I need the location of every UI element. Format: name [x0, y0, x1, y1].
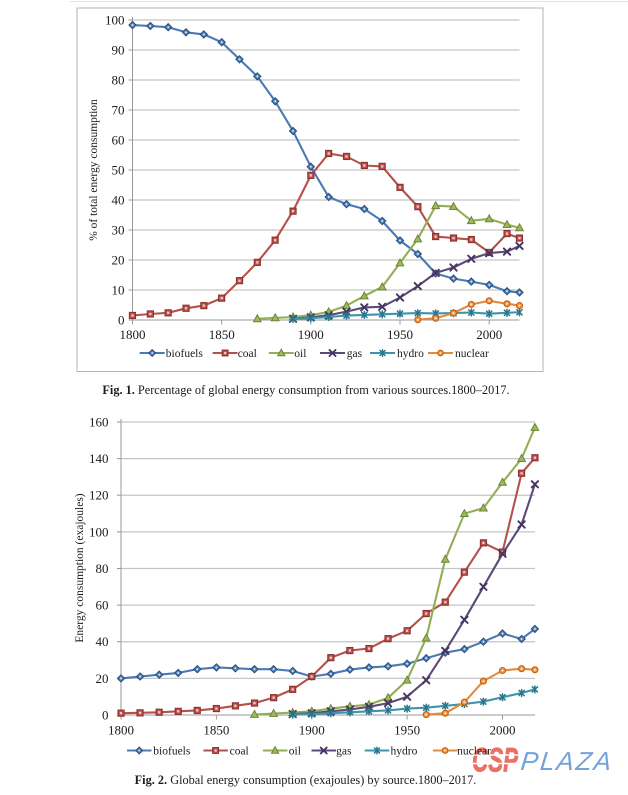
- svg-text:coal: coal: [238, 348, 257, 360]
- svg-text:CSP: CSP: [472, 742, 519, 780]
- svg-text:60: 60: [112, 133, 125, 148]
- svg-text:80: 80: [96, 561, 109, 576]
- svg-text:80: 80: [112, 73, 125, 88]
- svg-text:40: 40: [112, 193, 125, 208]
- svg-text:oil: oil: [289, 746, 301, 758]
- svg-text:Energy consumption (exajoules): Energy consumption (exajoules): [74, 493, 86, 642]
- svg-text:oil: oil: [294, 348, 306, 360]
- svg-text:hydro: hydro: [391, 746, 418, 758]
- svg-text:100: 100: [105, 13, 125, 28]
- svg-text:coal: coal: [230, 746, 249, 758]
- svg-text:40: 40: [96, 634, 109, 649]
- svg-text:160: 160: [89, 415, 109, 430]
- svg-text:20: 20: [96, 671, 109, 686]
- svg-text:60: 60: [96, 598, 109, 613]
- svg-text:120: 120: [89, 488, 109, 503]
- svg-text:hydro: hydro: [397, 348, 424, 360]
- svg-text:0: 0: [102, 708, 109, 723]
- svg-text:140: 140: [89, 451, 109, 466]
- svg-text:1900: 1900: [299, 723, 325, 738]
- svg-text:biofuels: biofuels: [166, 348, 204, 360]
- svg-text:0: 0: [118, 313, 125, 328]
- svg-text:1950: 1950: [387, 327, 413, 342]
- svg-text:biofuels: biofuels: [153, 746, 191, 758]
- svg-text:1800: 1800: [108, 723, 134, 738]
- svg-text:100: 100: [89, 524, 109, 539]
- svg-text:1850: 1850: [203, 723, 229, 738]
- svg-text:1950: 1950: [394, 723, 420, 738]
- svg-text:Fig. 1. Percentage of global e: Fig. 1. Percentage of global energy cons…: [102, 383, 509, 397]
- svg-text:1800: 1800: [120, 327, 146, 342]
- svg-text:% of total energy consumption: % of total energy consumption: [88, 99, 100, 241]
- svg-text:1850: 1850: [209, 327, 235, 342]
- svg-text:2000: 2000: [490, 723, 516, 738]
- svg-text:30: 30: [112, 223, 125, 238]
- svg-text:nuclear: nuclear: [455, 348, 489, 360]
- svg-text:nuclear: nuclear: [457, 746, 491, 758]
- svg-text:90: 90: [112, 43, 125, 58]
- svg-text:10: 10: [112, 283, 125, 298]
- svg-text:gas: gas: [336, 746, 352, 758]
- svg-text:2000: 2000: [476, 327, 502, 342]
- svg-text:20: 20: [112, 253, 125, 268]
- svg-text:gas: gas: [347, 348, 363, 360]
- svg-text:1900: 1900: [298, 327, 324, 342]
- svg-text:Fig. 2. Global energy consumpt: Fig. 2. Global energy consumption (exajo…: [135, 773, 477, 787]
- svg-text:PLAZA: PLAZA: [519, 746, 614, 776]
- svg-text:50: 50: [112, 163, 125, 178]
- svg-text:70: 70: [112, 103, 125, 118]
